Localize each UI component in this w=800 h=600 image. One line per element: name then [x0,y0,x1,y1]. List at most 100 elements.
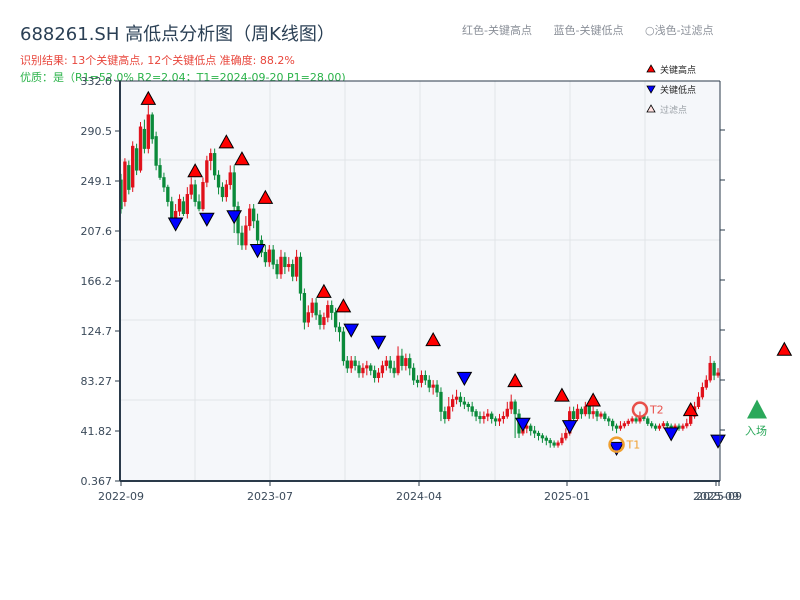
candle-down [154,136,158,166]
key-high-marker-icon [776,341,793,356]
candle-up [209,153,213,161]
legend-label: 关键低点 [660,84,696,96]
candle-up [630,418,634,422]
candle-down [400,355,404,366]
candle-up [661,423,666,427]
key-low-marker-icon [710,434,726,449]
candle-down [470,406,474,412]
candle-down [271,249,275,265]
t1-label: T1 [626,439,641,452]
candle-down [474,411,478,417]
candle-down [357,365,361,374]
candle-up [685,423,689,427]
candle-down [653,425,658,429]
candle-up [591,411,595,415]
candle-up [146,114,150,149]
candle-down [458,396,463,403]
candle-down [193,184,197,202]
candle-down [291,264,295,277]
candle-down [252,208,256,222]
candle-down [650,423,654,427]
candle-up [618,425,623,429]
candle-up [419,375,424,383]
candle-down [232,172,236,207]
candle-down [411,367,416,381]
candle-down [571,411,576,420]
candle-up [560,437,564,444]
x-tick-label: 2025-01 [544,490,590,503]
key-low-marker-icon [663,427,680,442]
candle-down [158,165,162,178]
x-tick-label: 2022-09 [98,490,144,503]
candle-down [603,413,607,420]
candle-down [513,401,517,415]
candle-up [696,396,701,407]
candle-up [431,384,435,388]
candle-up [700,387,705,398]
result-summary: 识别结果: 13个关键高点, 12个关键低点 准确度: 88.2% [20,54,295,67]
candle-up [201,182,205,210]
candle-up [454,396,459,400]
candle-down [544,437,548,441]
candle-down [240,232,244,246]
candle-down [150,114,154,140]
candle-down [181,201,186,214]
key-low-marker-icon [167,217,184,232]
candle-down [540,435,545,439]
candle-up [384,360,388,366]
candle-down [408,358,412,369]
candle-up [482,416,486,420]
candle-down [677,425,681,429]
candle-up [447,406,451,420]
candle-down [283,256,287,268]
key-low-marker-icon [198,212,215,227]
candle-down [275,264,279,275]
candle-down [579,408,584,415]
candle-down [392,367,396,374]
candle-down [532,430,537,434]
candle-down [595,411,599,417]
legend-blue-low: 蓝色-关键低点 [553,24,624,37]
key-high-marker-icon [585,392,601,407]
candle-up [486,413,490,417]
legend-label: 过滤点 [660,104,687,116]
candle-up [376,372,381,379]
candle-down [388,360,392,369]
y-tick-label: 207.6 [81,225,113,238]
candle-up [189,184,193,195]
key-low-marker-icon [515,417,531,432]
candle-down [478,416,482,420]
candle-down [134,148,139,171]
candle-up [306,312,310,323]
candle-up [564,432,568,439]
candle-up [622,423,627,427]
candle-up [185,194,189,214]
candle-up [404,358,408,366]
candle-down [263,251,268,263]
candle-up [716,372,720,376]
key-high-marker-icon [257,189,274,204]
candle-down [341,331,346,362]
key-low-marker-icon [456,371,473,387]
key-low-marker-icon [249,244,266,259]
legend-label: 关键高点 [660,64,696,76]
y-tick-label: 0.367 [81,475,113,488]
key-high-marker-icon [554,387,570,402]
candle-up [505,408,509,417]
y-tick-label: 290.5 [81,125,113,138]
key-high-marker-icon [140,90,157,105]
candle-up [228,172,232,186]
legend-marker-icon [646,64,656,73]
candle-down [255,220,260,241]
candle-up [173,210,178,219]
candle-down [443,411,447,420]
x-tick-label: 2025-09 [696,490,742,503]
candle-down [415,379,420,383]
candle-up [689,416,693,424]
candle-up [123,161,127,202]
entry-marker-icon [747,399,768,419]
key-high-marker-icon [507,373,523,388]
candle-down [220,186,225,198]
y-tick-label: 249.1 [81,175,113,188]
